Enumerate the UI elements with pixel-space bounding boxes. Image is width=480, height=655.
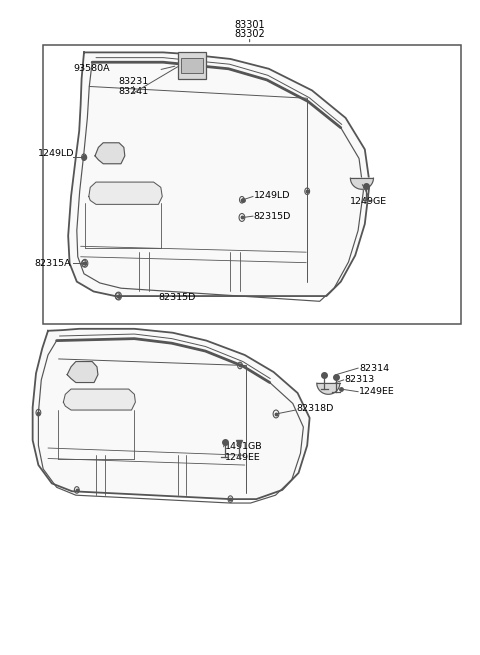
Polygon shape [63,389,135,410]
Text: 1249EE: 1249EE [225,453,260,462]
Bar [181,58,203,73]
Text: 83241: 83241 [119,86,148,96]
Polygon shape [317,383,340,394]
Text: 1491GB: 1491GB [225,442,262,451]
Polygon shape [350,178,373,189]
Polygon shape [95,143,125,164]
Text: 1249LD: 1249LD [38,149,75,158]
Text: 83302: 83302 [234,29,265,39]
Polygon shape [67,362,98,383]
Text: 1249GE: 1249GE [350,196,387,206]
Text: 83301: 83301 [234,20,265,30]
Bar [178,52,206,79]
Text: 82318D: 82318D [297,404,334,413]
Polygon shape [89,182,162,204]
Text: 82315D: 82315D [253,212,291,221]
Polygon shape [68,52,370,296]
Text: 82314: 82314 [359,364,389,373]
Text: 82315A: 82315A [35,259,71,268]
Text: 1249LD: 1249LD [253,191,290,200]
Text: 1249EE: 1249EE [359,387,395,396]
Text: 82315D: 82315D [158,293,196,302]
Text: 83231: 83231 [118,77,149,86]
Bar [43,45,461,324]
Text: 93580A: 93580A [74,64,110,73]
Polygon shape [33,329,310,499]
Text: 82313: 82313 [345,375,375,384]
